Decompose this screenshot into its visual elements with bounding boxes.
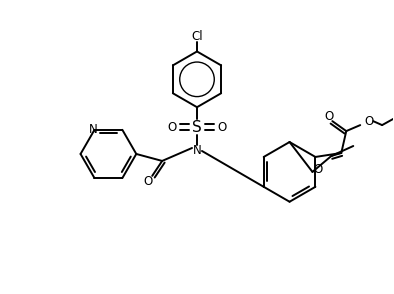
Text: S: S bbox=[192, 120, 202, 135]
Text: O: O bbox=[143, 175, 153, 188]
Text: O: O bbox=[364, 115, 374, 128]
Text: O: O bbox=[314, 163, 323, 176]
Text: O: O bbox=[325, 110, 334, 123]
Text: Cl: Cl bbox=[191, 30, 203, 43]
Text: N: N bbox=[89, 123, 98, 136]
Text: O: O bbox=[217, 121, 227, 133]
Text: O: O bbox=[167, 121, 177, 133]
Text: N: N bbox=[193, 144, 201, 158]
